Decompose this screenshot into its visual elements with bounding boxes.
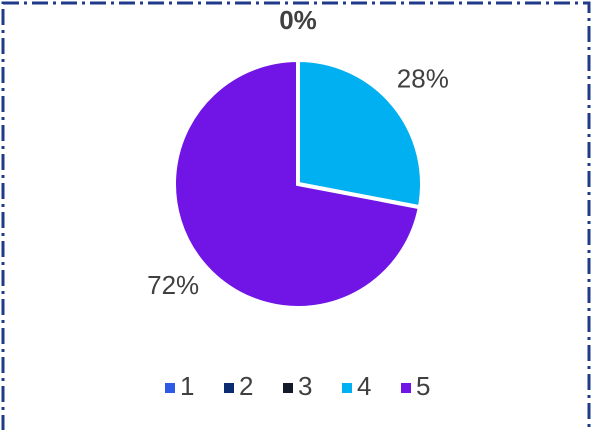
legend-label: 3 xyxy=(298,371,312,401)
pie-slice xyxy=(296,57,424,210)
legend-swatch xyxy=(165,383,175,393)
legend-swatch xyxy=(401,383,411,393)
legend-label: 1 xyxy=(180,371,194,401)
legend-swatch xyxy=(283,383,293,393)
legend-swatch xyxy=(224,383,234,393)
legend-label: 2 xyxy=(239,371,253,401)
data-label: 72% xyxy=(147,270,199,300)
legend-label: 4 xyxy=(357,371,371,401)
data-label: 28% xyxy=(397,64,449,94)
data-label: 0% xyxy=(279,5,317,35)
pie-slice xyxy=(172,57,423,310)
legend-swatch xyxy=(342,383,352,393)
legend-label: 5 xyxy=(416,371,430,401)
